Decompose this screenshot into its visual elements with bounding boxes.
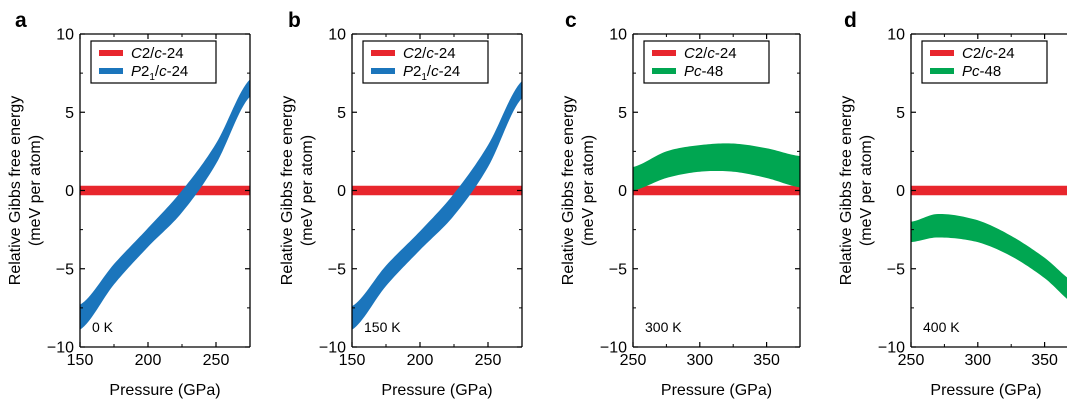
legend-label: P21/c-24 [131, 63, 188, 83]
y-axis-label: Relative Gibbs free energy [279, 96, 296, 285]
panel-c: c −10 −5 0 5 10 250 300 350 Pressure (GPa) Relativ… [560, 9, 801, 399]
band-c2-c-24 [80, 185, 250, 196]
x-axis-label: Pressure (GPa) [930, 382, 1041, 399]
legend-swatch [930, 50, 954, 56]
x-tick-label: 300 [686, 352, 713, 369]
legend-swatch [99, 68, 123, 74]
temperature-label: 400 K [923, 319, 960, 335]
temperature-label: 300 K [645, 319, 682, 335]
y-tick-label: −5 [887, 261, 905, 278]
y-tick-label: 5 [618, 105, 627, 122]
x-axis-label: Pressure (GPa) [109, 382, 220, 399]
y-tick-label: 10 [56, 27, 74, 44]
y-tick-label: −10 [600, 340, 627, 357]
band-p2-c-24 [80, 79, 250, 330]
x-tick-label: 150 [339, 352, 366, 369]
y-axis-label-units: (meV per atom) [858, 135, 875, 246]
x-tick-label: 250 [203, 352, 230, 369]
panel-a: a −10 −5 0 5 10 150 200 250 Pressure (GPa) Relativ… [7, 9, 251, 399]
y-axis-label: Relative Gibbs free energy [838, 96, 855, 285]
x-tick-label: 250 [620, 352, 647, 369]
y-axis-label: Relative Gibbs free energy [7, 96, 24, 285]
y-tick-label: −5 [328, 261, 346, 278]
y-tick-label: 10 [887, 27, 905, 44]
y-tick-label: 5 [65, 105, 74, 122]
legend-label: C2/c-24 [403, 45, 456, 62]
series-bands [352, 80, 522, 330]
y-tick-label: 0 [618, 183, 627, 200]
band-c2-c-24 [633, 185, 800, 196]
y-tick-label: 0 [65, 183, 74, 200]
panel-letter: a [15, 9, 27, 32]
panel-letter: c [565, 9, 577, 32]
band-c2-c-24 [352, 185, 522, 196]
y-tick-label: −10 [878, 340, 905, 357]
legend-swatch [930, 68, 954, 74]
y-tick-label: 0 [896, 183, 905, 200]
legend-label: P21/c-24 [403, 63, 460, 83]
y-tick-label: 10 [609, 27, 627, 44]
x-tick-label: 250 [475, 352, 502, 369]
band-pc-48 [633, 143, 800, 191]
y-tick-label: 10 [328, 27, 346, 44]
series-bands [633, 143, 800, 196]
y-axis-label-units: (meV per atom) [580, 135, 597, 246]
x-tick-label: 150 [67, 352, 94, 369]
legend-label: C2/c-24 [131, 45, 184, 62]
legend-swatch [371, 50, 395, 56]
temperature-label: 0 K [92, 319, 114, 335]
legend-label: Pc-48 [684, 63, 723, 80]
band-pc-48 [911, 213, 1067, 299]
x-tick-label: 350 [753, 352, 780, 369]
y-axis-label-units: (meV per atom) [299, 135, 316, 246]
series-bands [911, 185, 1067, 299]
band-p2-c-24 [352, 80, 522, 330]
x-tick-label: 250 [898, 352, 925, 369]
x-tick-label: 350 [1031, 352, 1058, 369]
x-axis-label: Pressure (GPa) [381, 382, 492, 399]
y-tick-label: −5 [56, 261, 74, 278]
x-tick-label: 200 [407, 352, 434, 369]
x-tick-label: 200 [135, 352, 162, 369]
series-bands [80, 79, 250, 330]
legend-swatch [99, 50, 123, 56]
y-tick-label: −10 [319, 340, 346, 357]
y-tick-label: −5 [609, 261, 627, 278]
legend-label: C2/c-24 [962, 45, 1015, 62]
legend-label: C2/c-24 [684, 45, 737, 62]
y-tick-label: 5 [896, 105, 905, 122]
legend-swatch [652, 68, 676, 74]
panel-letter: d [844, 9, 857, 32]
temperature-label: 150 K [364, 319, 401, 335]
y-axis-label: Relative Gibbs free energy [560, 96, 577, 285]
panel-d: d −10 −5 0 5 10 250 300 350 Pressure (GPa) Relativ… [838, 9, 1067, 399]
y-axis-label-units: (meV per atom) [27, 135, 44, 246]
x-axis-label: Pressure (GPa) [661, 382, 772, 399]
panel-letter: b [288, 9, 301, 32]
band-c2-c-24 [911, 185, 1067, 196]
legend-swatch [371, 68, 395, 74]
y-tick-label: −10 [47, 340, 74, 357]
y-tick-label: 0 [337, 183, 346, 200]
legend-label: Pc-48 [962, 63, 1001, 80]
panel-b: b −10 −5 0 5 10 150 200 250 Pressure (GPa) Relativ… [279, 9, 523, 399]
y-tick-label: 5 [337, 105, 346, 122]
x-tick-label: 300 [964, 352, 991, 369]
legend-swatch [652, 50, 676, 56]
